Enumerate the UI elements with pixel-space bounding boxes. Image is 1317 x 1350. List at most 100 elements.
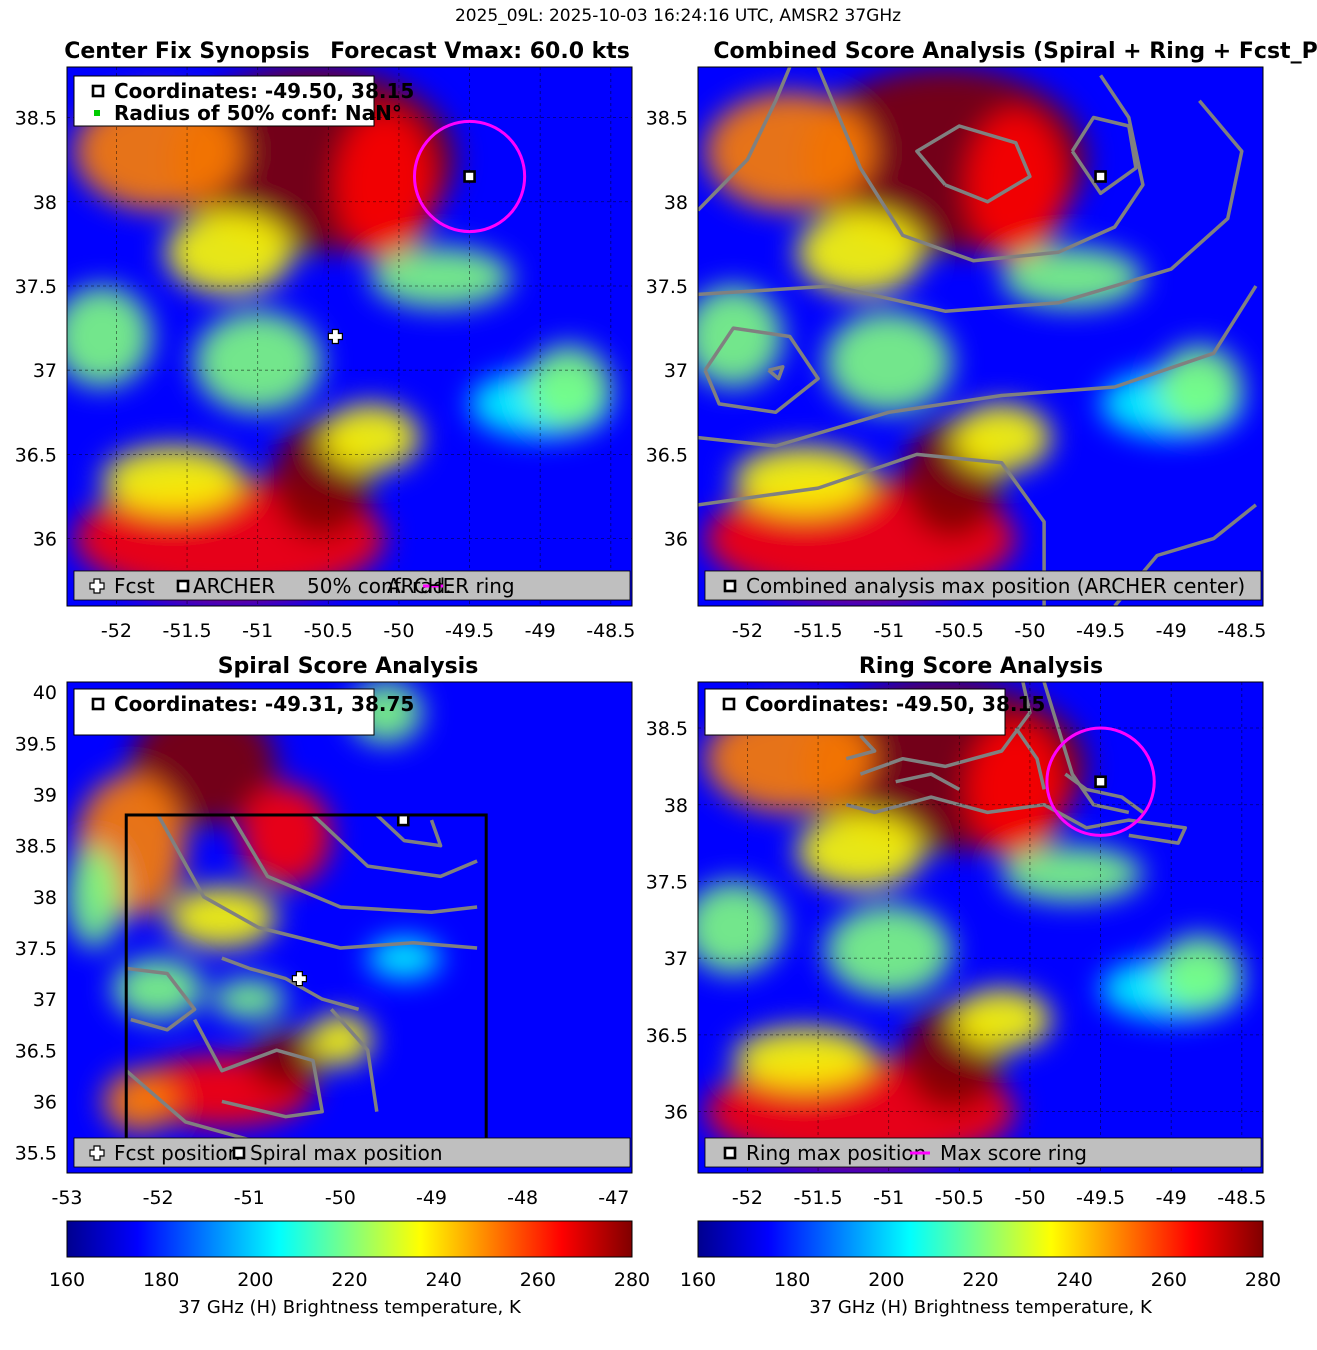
colorbar-right-tick-label: 260 bbox=[1151, 1269, 1187, 1291]
panel4-legend bbox=[704, 1137, 1262, 1168]
colorbar-right-tick-label: 180 bbox=[774, 1269, 810, 1291]
panel3-xtick-label: -49 bbox=[416, 1187, 447, 1209]
ring-max-marker bbox=[1094, 775, 1107, 789]
panel1-legend-label: ARCHER ring bbox=[387, 574, 515, 598]
panel2-xtick-label: -50.5 bbox=[935, 620, 984, 642]
panel2-legend-label: Combined analysis max position (ARCHER c… bbox=[746, 574, 1245, 598]
panel4-ytick-label: 37 bbox=[664, 948, 688, 970]
colorbar-left-tick-label: 180 bbox=[143, 1269, 179, 1291]
panel3-info-line: Coordinates: -49.31, 38.75 bbox=[114, 692, 414, 716]
panel3-xtick-label: -48 bbox=[507, 1187, 538, 1209]
colorbar-left: 160 180 200 220 240 260 280 37 GHz (H) Brightne… bbox=[49, 1220, 650, 1318]
panel-combined-score: -52 -51.5 -51 -50.5 -50 -49.5 -49 -48.5 36 36.5 37… bbox=[646, 66, 1266, 642]
panel3-ytick-label: 36.5 bbox=[15, 1040, 57, 1062]
panel2-ytick-label: 37 bbox=[664, 360, 688, 382]
panel1-title-left: Center Fix Synopsis bbox=[64, 39, 310, 64]
panel1-legend-label: Fcst bbox=[114, 574, 155, 598]
panel1-ytick-label: 37.5 bbox=[15, 276, 57, 298]
panel1-legend bbox=[73, 570, 631, 601]
panel3-ytick-label: 37 bbox=[33, 989, 57, 1011]
panel2-ytick-label: 37.5 bbox=[646, 276, 688, 298]
colorbar-right-bar bbox=[697, 1220, 1264, 1258]
panel1-conf-radius-icon bbox=[94, 110, 100, 116]
archer-center-marker bbox=[463, 170, 476, 183]
panel3-title: Spiral Score Analysis bbox=[218, 654, 479, 679]
panel2-legend bbox=[704, 570, 1262, 601]
panel4-xtick-label: -50 bbox=[1014, 1187, 1045, 1209]
panel2-xtick-label: -49.5 bbox=[1076, 620, 1125, 642]
panel4-ytick-label: 38.5 bbox=[646, 718, 688, 740]
panel1-xtick-label: -49.5 bbox=[445, 620, 494, 642]
figure-suptitle: 2025_09L: 2025-10-03 16:24:16 UTC, AMSR2… bbox=[455, 6, 901, 26]
panel3-ytick-label: 40 bbox=[33, 682, 57, 704]
panel2-ytick-label: 38.5 bbox=[646, 108, 688, 130]
colorbar-left-tick-label: 220 bbox=[331, 1269, 367, 1291]
panel3-ytick-label: 35.5 bbox=[15, 1143, 57, 1165]
colorbar-right-tick-label: 200 bbox=[868, 1269, 904, 1291]
colorbar-right-tick-label: 240 bbox=[1057, 1269, 1093, 1291]
panel2-ytick-label: 36.5 bbox=[646, 444, 688, 466]
panel4-xtick-label: -51 bbox=[873, 1187, 904, 1209]
max-score-ring bbox=[1045, 726, 1156, 837]
colorbar-left-tick-label: 200 bbox=[237, 1269, 273, 1291]
panel1-xtick-label: -51 bbox=[242, 620, 273, 642]
panel4-ytick-label: 37.5 bbox=[646, 871, 688, 893]
panel4-xtick-label: -52 bbox=[732, 1187, 763, 1209]
panel4-xtick-label: -48.5 bbox=[1217, 1187, 1266, 1209]
panel1-xtick-label: -52 bbox=[101, 620, 132, 642]
panel2-ytick-label: 38 bbox=[664, 192, 688, 214]
combined-max-marker bbox=[1094, 170, 1107, 183]
panel3-ytick-label: 37.5 bbox=[15, 938, 57, 960]
panel4-info-center-icon bbox=[722, 697, 736, 711]
spiral-max-marker bbox=[396, 813, 410, 827]
colorbar-right-tick-label: 160 bbox=[680, 1269, 716, 1291]
panel4-contours bbox=[845, 682, 1188, 845]
colorbar-right-label: 37 GHz (H) Brightness temperature, K bbox=[809, 1297, 1153, 1318]
panel4-info-box bbox=[704, 688, 1006, 736]
panel1-xtick-label: -48.5 bbox=[586, 620, 635, 642]
panel2-xtick-label: -50 bbox=[1014, 620, 1045, 642]
panel3-info-box bbox=[73, 688, 375, 736]
panel1-ytick-label: 38.5 bbox=[15, 108, 57, 130]
panel3-ytick-label: 36 bbox=[33, 1091, 57, 1113]
panel2-xtick-label: -52 bbox=[732, 620, 763, 642]
panel3-ytick-label: 38.5 bbox=[15, 836, 57, 858]
panel3-xtick-label: -52 bbox=[143, 1187, 174, 1209]
panel4-ytick-label: 36.5 bbox=[646, 1025, 688, 1047]
colorbar-left-tick-label: 240 bbox=[426, 1269, 462, 1291]
panel1-info-box bbox=[73, 75, 375, 127]
panel4-legend-center-icon bbox=[723, 1146, 737, 1160]
panel-ring-score: -52 -51.5 -51 -50.5 -50 -49.5 -49 -48.5 36 36.5 37… bbox=[646, 681, 1266, 1209]
panel1-ytick-label: 37 bbox=[33, 360, 57, 382]
colorbar-right-tick-label: 280 bbox=[1245, 1269, 1281, 1291]
panel3-xtick-label: -51 bbox=[234, 1187, 265, 1209]
panel1-ytick-label: 36 bbox=[33, 529, 57, 551]
panel1-xtick-label: -50 bbox=[383, 620, 414, 642]
panel4-title: Ring Score Analysis bbox=[859, 654, 1103, 679]
panel2-xtick-label: -49 bbox=[1156, 620, 1187, 642]
panel3-info-center-icon bbox=[91, 697, 105, 711]
panel4-xtick-label: -49 bbox=[1156, 1187, 1187, 1209]
panel3-legend bbox=[73, 1137, 631, 1168]
colorbar-right-tick-label: 220 bbox=[962, 1269, 998, 1291]
panel1-legend-label: ARCHER bbox=[193, 574, 275, 598]
panel1-legend-fcst-icon bbox=[89, 578, 105, 594]
panel2-ytick-label: 36 bbox=[664, 529, 688, 551]
panel4-legend-label: Max score ring bbox=[940, 1141, 1087, 1165]
colorbar-left-tick-label: 160 bbox=[49, 1269, 85, 1291]
colorbar-left-tick-label: 260 bbox=[520, 1269, 556, 1291]
panel1-ytick-label: 38 bbox=[33, 192, 57, 214]
panel1-legend-center-icon bbox=[176, 579, 190, 593]
panel3-xtick-label: -47 bbox=[598, 1187, 629, 1209]
colorbar-left-bar bbox=[66, 1220, 633, 1258]
panel3-ytick-label: 39 bbox=[33, 785, 57, 807]
panel-center-fix: -52 -51.5 -51 -50.5 -50 -49.5 -49 -48.5 36 36.5 37… bbox=[15, 66, 635, 642]
panel3-contours bbox=[125, 813, 478, 1144]
panel3-legend-label: Fcst position bbox=[114, 1141, 240, 1165]
panel3-xtick-label: -53 bbox=[51, 1187, 82, 1209]
panel3-ytick-label: 38 bbox=[33, 887, 57, 909]
panel3-legend-center-icon bbox=[232, 1146, 246, 1160]
panel4-ytick-label: 38 bbox=[664, 795, 688, 817]
panel2-xtick-label: -51 bbox=[873, 620, 904, 642]
